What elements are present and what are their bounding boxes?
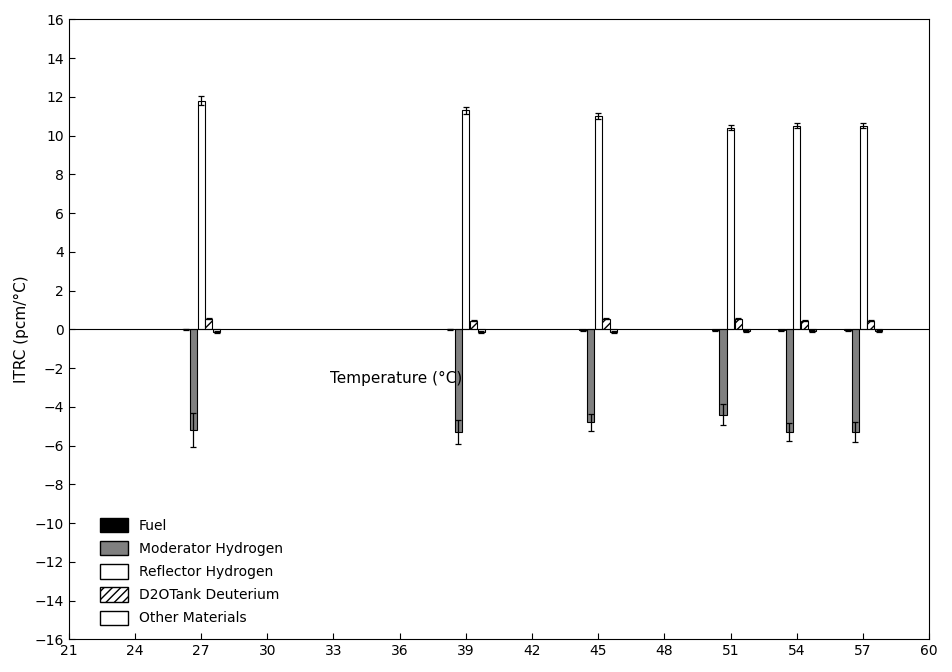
Bar bbox=[875, 329, 883, 331]
Bar bbox=[720, 329, 726, 415]
Bar bbox=[478, 329, 485, 332]
Bar bbox=[785, 329, 793, 432]
Bar bbox=[603, 319, 609, 329]
Bar bbox=[189, 329, 197, 430]
Bar bbox=[844, 329, 851, 330]
Legend: Fuel, Moderator Hydrogen, Reflector Hydrogen, D2OTank Deuterium, Other Materials: Fuel, Moderator Hydrogen, Reflector Hydr… bbox=[93, 511, 289, 632]
Bar bbox=[860, 126, 866, 329]
Bar bbox=[852, 329, 859, 432]
Bar bbox=[470, 321, 477, 329]
Bar bbox=[801, 321, 808, 329]
Bar bbox=[463, 110, 469, 329]
Bar bbox=[580, 329, 586, 330]
Bar bbox=[735, 319, 742, 329]
Bar bbox=[778, 329, 785, 330]
Bar bbox=[743, 329, 749, 331]
Bar bbox=[727, 128, 734, 329]
Bar bbox=[213, 329, 220, 332]
Bar bbox=[793, 126, 801, 329]
Bar bbox=[610, 329, 617, 332]
Bar bbox=[712, 329, 719, 330]
Y-axis label: ITRC (pcm/°C): ITRC (pcm/°C) bbox=[14, 276, 29, 383]
Bar bbox=[809, 329, 816, 331]
Bar bbox=[206, 319, 212, 329]
Bar bbox=[587, 329, 594, 422]
Bar bbox=[455, 329, 462, 432]
Bar bbox=[595, 116, 602, 329]
Text: Temperature (°C): Temperature (°C) bbox=[329, 372, 462, 386]
Bar bbox=[867, 321, 874, 329]
Bar bbox=[198, 101, 205, 329]
